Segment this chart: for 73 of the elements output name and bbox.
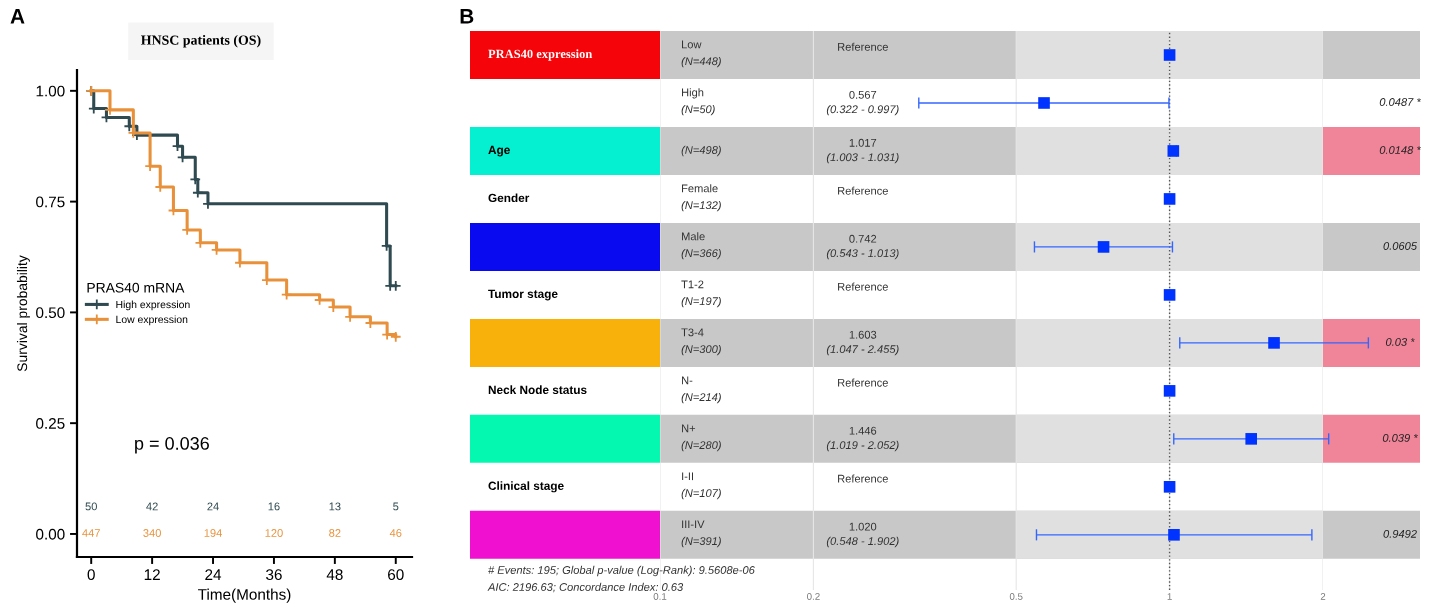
y-tick-label: Low (N=448) <box>681 40 721 68</box>
annotation: 16 <box>268 502 280 511</box>
x-tick-label: 24 <box>205 569 222 580</box>
y-tick-label: N- (N=214) <box>681 376 721 404</box>
annotation: p = 0.036 <box>135 437 209 454</box>
annotation: 82 <box>329 529 341 537</box>
text: PRAS40 expression <box>488 49 593 61</box>
annotation: 42 <box>146 502 158 511</box>
legend-title: PRAS40 mRNA <box>87 282 185 293</box>
annotation: AIC: 2196.63; Concordance Index: 0.63 <box>487 582 684 593</box>
annotation: # Events: 195; Global p-value (Log-Rank): 9.5608e-06 <box>488 565 755 577</box>
y-tick-label: III-IV (N=391) <box>681 520 721 548</box>
annotation: 1.446 (1.019 - 2.052) <box>826 426 899 452</box>
x-tick-label: 0 <box>87 569 95 581</box>
x-tick-label: 48 <box>326 569 343 581</box>
y-tick-label: I-II (N=107) <box>681 472 721 500</box>
y-axis-title: Survival probability <box>16 255 30 372</box>
x-tick-label: 2 <box>1320 593 1326 600</box>
text: Age <box>488 145 510 157</box>
annotation: 194 <box>204 529 222 537</box>
x-tick-label: 12 <box>144 569 160 580</box>
annotation: 46 <box>389 529 402 537</box>
x-tick-label: 0.5 <box>1009 593 1023 600</box>
text: Neck Node status <box>488 385 587 395</box>
annotation: 120 <box>265 529 283 537</box>
y-tick-label: 0.25 <box>36 418 65 429</box>
y-tick-label: N+ (N=280) <box>681 424 721 452</box>
annotation: Reference <box>838 186 888 195</box>
annotation: 24 <box>207 502 219 511</box>
annotation: 0.742 (0.543 - 1.013) <box>826 234 899 260</box>
x-tick-label: 0.2 <box>807 593 820 600</box>
legend-label: Low expression <box>116 315 188 326</box>
chart-title: HNSC patients (OS) <box>141 34 261 48</box>
annotation: Reference <box>838 282 888 291</box>
y-tick-label: T3-4 (N=300) <box>681 328 721 356</box>
x-tick-label: 60 <box>388 569 404 581</box>
text: Clinical stage <box>488 481 564 493</box>
annotation: 0.567 (0.322 - 0.997) <box>826 90 899 116</box>
y-tick-label: Female (N=132) <box>681 184 721 212</box>
legend-label: High expression <box>116 300 190 311</box>
x-axis-title: Time(Months) <box>198 588 291 603</box>
text: 0.039 * <box>1382 433 1418 442</box>
y-tick-label: (N=498) <box>681 145 721 157</box>
annotation: 1.017 (1.003 - 1.031) <box>826 138 899 164</box>
x-tick-label: 0.1 <box>653 593 667 600</box>
text: A <box>10 9 25 24</box>
text: 0.9492 <box>1383 529 1417 538</box>
annotation: 13 <box>329 502 341 511</box>
y-tick-label: 0.50 <box>36 307 65 319</box>
text: 0.0487 * <box>1379 98 1421 106</box>
text: 0.03 * <box>1385 338 1415 346</box>
annotation: 447 <box>82 529 100 537</box>
annotation: 340 <box>143 529 161 537</box>
x-tick-label: 1 <box>1167 593 1172 600</box>
text: Gender <box>488 193 530 203</box>
text: 0.0148 * <box>1379 146 1421 154</box>
annotation: 1.603 (1.047 - 2.455) <box>826 330 899 356</box>
annotation: Reference <box>838 42 888 51</box>
annotation: 50 <box>85 502 97 511</box>
y-tick-label: T1-2 (N=197) <box>681 280 721 308</box>
y-tick-label: High (N=50) <box>681 88 715 116</box>
text: B <box>460 9 474 24</box>
y-tick-label: 1.00 <box>36 85 65 97</box>
annotation: 1.020 (0.548 - 1.902) <box>826 522 899 548</box>
x-tick-label: 36 <box>266 569 282 581</box>
text: Tumor stage <box>488 289 558 301</box>
y-tick-label: Male (N=366) <box>681 232 721 260</box>
annotation: Reference <box>838 378 888 387</box>
annotation: Reference <box>838 474 888 483</box>
annotation: 5 <box>393 502 399 511</box>
text: 0.0605 <box>1383 242 1418 250</box>
y-tick-label: 0.00 <box>36 528 65 540</box>
y-tick-label: 0.75 <box>36 196 65 208</box>
